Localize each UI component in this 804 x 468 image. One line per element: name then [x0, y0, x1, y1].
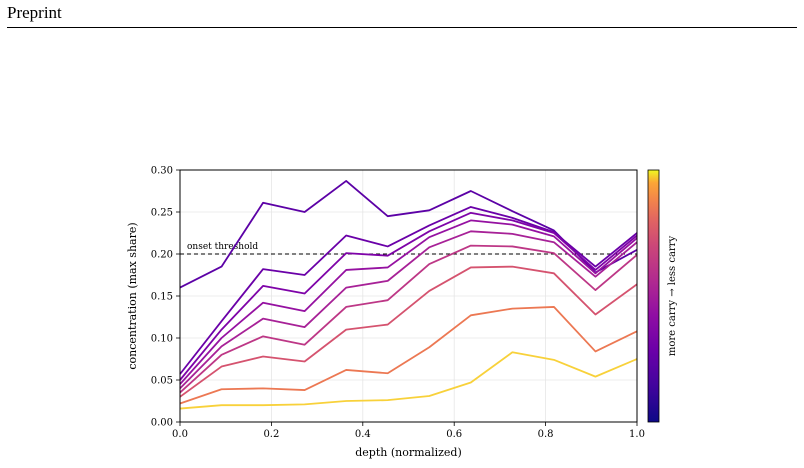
colorbar-label: more carry → less carry	[667, 236, 678, 357]
series-line	[179, 244, 638, 394]
x-axis-label: depth (normalized)	[355, 446, 462, 459]
grid	[179, 169, 638, 423]
y-tick-label: 0.30	[151, 166, 173, 177]
y-tick-label: 0.25	[151, 208, 173, 219]
colorbar	[647, 169, 660, 423]
y-tick-label: 0.05	[151, 376, 173, 387]
series-group	[179, 180, 638, 410]
series-line	[179, 306, 638, 405]
y-tick-label: 0.00	[151, 418, 173, 429]
x-tick-label: 0.6	[446, 429, 462, 440]
series-line	[179, 180, 638, 289]
series-line	[179, 206, 638, 375]
x-tick-label: 1.0	[629, 429, 645, 440]
threshold-line-group: onset threshold	[180, 242, 637, 255]
series-line	[179, 211, 638, 381]
x-tick-label: 0.8	[538, 429, 554, 440]
running-head: Preprint	[7, 3, 62, 22]
series-line	[179, 219, 638, 385]
series-line	[179, 265, 638, 398]
x-tick-label: 0.0	[172, 429, 188, 440]
y-tick-label: 0.15	[151, 292, 173, 303]
header-rule	[7, 27, 797, 28]
x-axis: 0.0 0.2 0.4 0.6 0.8 1.0	[172, 422, 645, 440]
threshold-label: onset threshold	[187, 242, 258, 252]
x-tick-label: 0.4	[355, 429, 371, 440]
x-tick-label: 0.2	[263, 429, 279, 440]
y-tick-label: 0.20	[151, 250, 173, 261]
series-line	[179, 351, 638, 410]
y-tick-label: 0.10	[151, 334, 173, 345]
y-axis: 0.00 0.05 0.10 0.15 0.20 0.25 0.30	[151, 166, 180, 429]
series-line	[179, 230, 638, 390]
y-axis-label: concentration (max share)	[126, 222, 139, 369]
